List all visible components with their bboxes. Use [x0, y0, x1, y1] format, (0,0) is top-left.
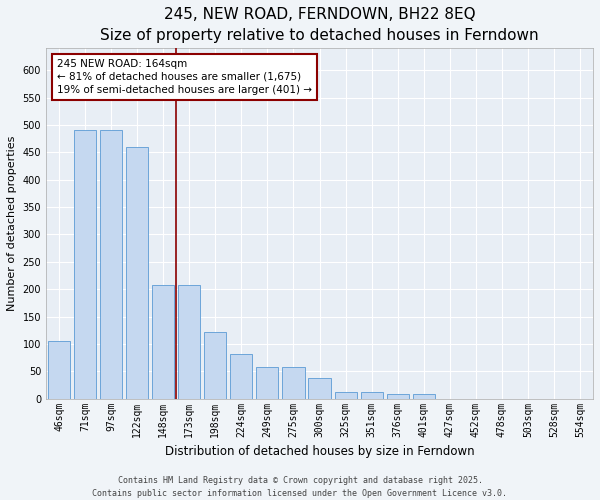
Bar — [178, 286, 200, 399]
Bar — [230, 354, 253, 399]
Bar — [126, 147, 148, 399]
Bar — [100, 130, 122, 398]
Text: 245 NEW ROAD: 164sqm
← 81% of detached houses are smaller (1,675)
19% of semi-de: 245 NEW ROAD: 164sqm ← 81% of detached h… — [57, 59, 312, 95]
Bar — [413, 394, 435, 398]
X-axis label: Distribution of detached houses by size in Ferndown: Distribution of detached houses by size … — [165, 445, 475, 458]
Bar — [48, 341, 70, 398]
Bar — [335, 392, 356, 398]
Bar — [204, 332, 226, 398]
Bar — [386, 394, 409, 398]
Bar — [256, 368, 278, 398]
Title: 245, NEW ROAD, FERNDOWN, BH22 8EQ
Size of property relative to detached houses i: 245, NEW ROAD, FERNDOWN, BH22 8EQ Size o… — [100, 7, 539, 43]
Bar — [74, 130, 96, 398]
Y-axis label: Number of detached properties: Number of detached properties — [7, 136, 17, 311]
Bar — [152, 286, 174, 399]
Bar — [283, 368, 305, 398]
Bar — [308, 378, 331, 398]
Bar — [361, 392, 383, 398]
Text: Contains HM Land Registry data © Crown copyright and database right 2025.
Contai: Contains HM Land Registry data © Crown c… — [92, 476, 508, 498]
